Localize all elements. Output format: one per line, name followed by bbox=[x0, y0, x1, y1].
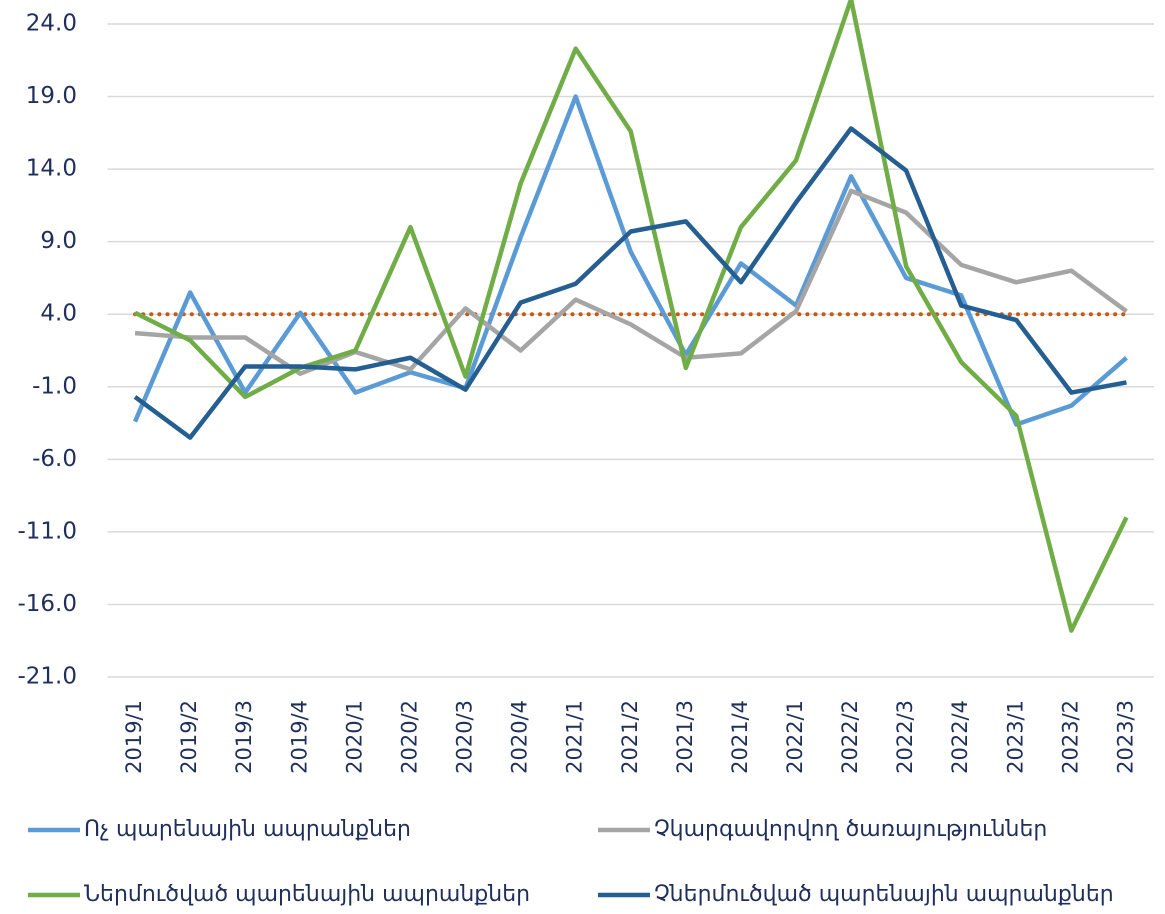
x-tick-label: 2019/3 bbox=[232, 700, 256, 774]
legend-label: Ոչ պարենային ապրանքներ bbox=[84, 817, 411, 842]
y-tick-label: 9.0 bbox=[40, 228, 77, 254]
legend-label: Չկարգավորվող ծառայություններ bbox=[654, 817, 1047, 842]
y-tick-label: 19.0 bbox=[26, 83, 77, 109]
y-tick-label: 24.0 bbox=[26, 11, 77, 37]
y-tick-label: 4.0 bbox=[40, 301, 77, 327]
x-tick-label: 2021/4 bbox=[728, 700, 752, 774]
y-tick-label: -21.0 bbox=[17, 664, 77, 690]
series-line bbox=[134, 188, 1128, 376]
x-tick-label: 2022/2 bbox=[838, 700, 862, 774]
y-tick-label: -6.0 bbox=[32, 446, 77, 472]
x-tick-label: 2022/1 bbox=[783, 700, 807, 774]
x-tick-label: 2020/2 bbox=[397, 700, 421, 774]
x-tick-label: 2021/2 bbox=[618, 700, 642, 774]
legend-label: Ներմուծված պարենային ապրանքներ bbox=[84, 882, 530, 907]
x-tick-label: 2021/3 bbox=[673, 700, 697, 774]
x-tick-label: 2022/3 bbox=[893, 700, 917, 774]
x-tick-label: 2019/2 bbox=[177, 700, 201, 774]
series-line bbox=[132, 94, 1128, 427]
legend-label: Չներմուծված պարենային ապրանքներ bbox=[654, 882, 1114, 907]
x-tick-label: 2020/1 bbox=[342, 700, 366, 774]
x-tick-label: 2019/4 bbox=[287, 700, 311, 774]
x-tick-label: 2021/1 bbox=[563, 700, 587, 774]
series-line bbox=[133, 126, 1127, 440]
x-tick-label: 2023/3 bbox=[1113, 700, 1137, 774]
y-tick-label: -16.0 bbox=[17, 591, 77, 617]
x-tick-label: 2023/1 bbox=[1003, 700, 1027, 774]
x-tick-label: 2020/3 bbox=[453, 700, 477, 774]
x-tick-label: 2022/4 bbox=[948, 700, 972, 774]
y-tick-label: -11.0 bbox=[17, 518, 77, 544]
x-tick-label: 2023/2 bbox=[1058, 700, 1082, 774]
y-tick-label: 14.0 bbox=[26, 156, 77, 182]
x-tick-label: 2020/4 bbox=[508, 700, 532, 774]
x-tick-label: 2019/1 bbox=[122, 700, 146, 774]
y-tick-label: -1.0 bbox=[32, 373, 77, 399]
